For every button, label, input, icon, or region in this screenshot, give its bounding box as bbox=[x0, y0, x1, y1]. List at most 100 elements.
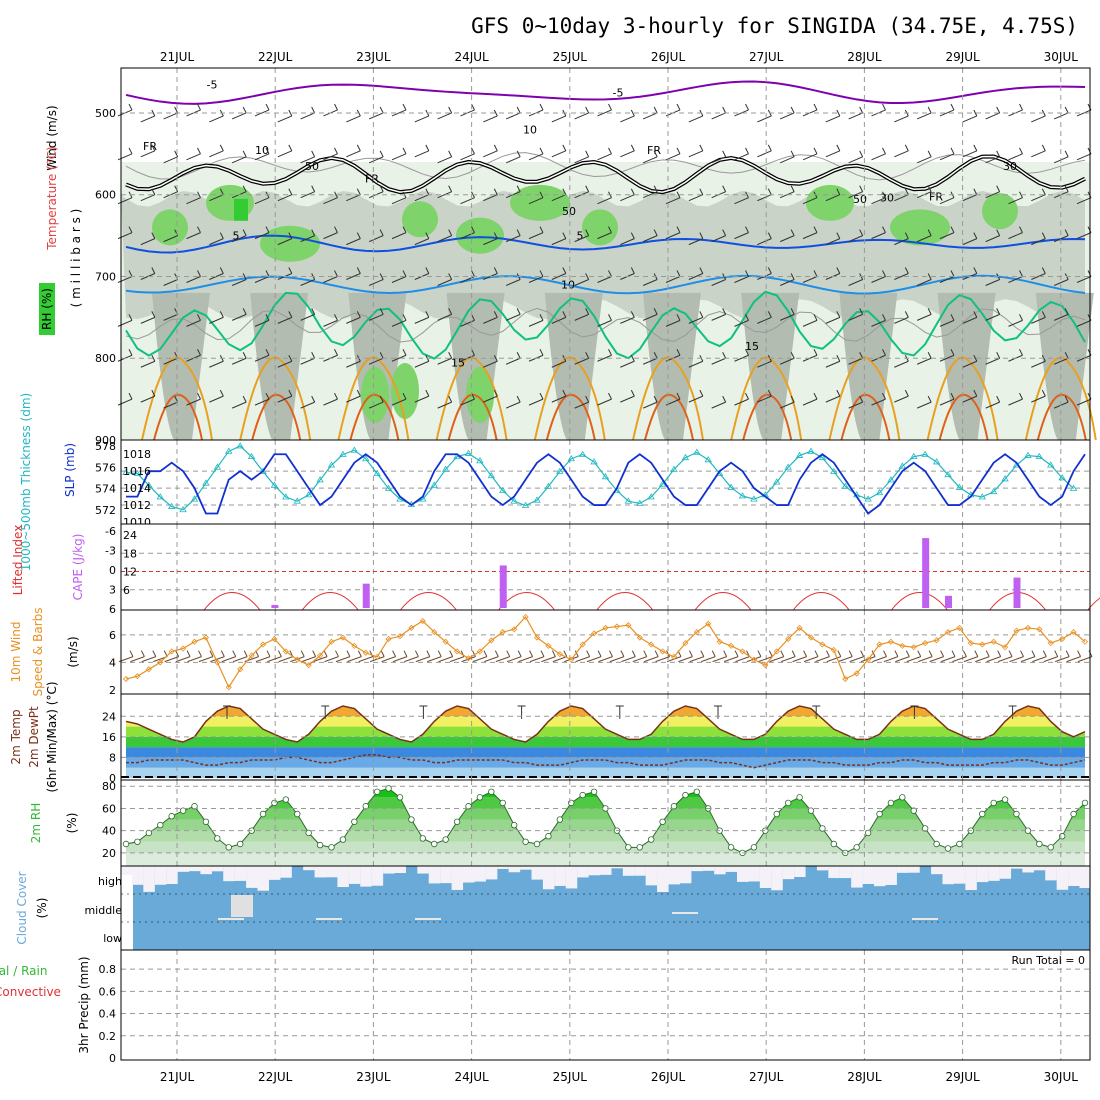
wind-barb bbox=[391, 153, 407, 161]
wind-speed-point bbox=[807, 634, 815, 641]
wind-barb bbox=[574, 313, 589, 321]
rh-point bbox=[853, 844, 860, 851]
rh-tick: 60 bbox=[102, 802, 116, 815]
wind-barb bbox=[894, 150, 909, 158]
wind-barb bbox=[916, 279, 932, 286]
wind-barb-10m-flag bbox=[700, 650, 705, 657]
wind-barb-10m-flag bbox=[768, 650, 773, 657]
wind-barb-flag bbox=[493, 232, 498, 239]
thickness-point bbox=[316, 476, 324, 483]
cloud-gap bbox=[988, 866, 1000, 881]
wind-barb-10m-flag bbox=[140, 650, 145, 657]
run-total: Run Total = 0 bbox=[1012, 954, 1086, 967]
wind-barb-10m bbox=[278, 656, 294, 663]
cloud-mid-gap-thin bbox=[218, 918, 244, 920]
wind-barb bbox=[483, 150, 498, 158]
wind-barb-flag bbox=[448, 106, 453, 114]
wind-barb bbox=[368, 401, 384, 409]
wind-speed-point bbox=[933, 637, 940, 644]
wind-speed-point bbox=[842, 675, 849, 683]
wind-barb bbox=[460, 398, 475, 406]
temp-contour-25 bbox=[742, 393, 793, 441]
wind-barb-flag bbox=[356, 188, 361, 195]
wind-barb-flag bbox=[219, 311, 224, 318]
li-tick: 3 bbox=[109, 584, 116, 597]
wind-barb-flag bbox=[882, 349, 886, 356]
wind-barb-flag bbox=[585, 395, 590, 403]
cloud-gap bbox=[794, 866, 806, 878]
rh-point bbox=[339, 836, 347, 843]
wind-barb-10m-flag bbox=[586, 650, 591, 657]
wind-barb-flag bbox=[493, 355, 498, 362]
wind-barb-flag bbox=[813, 314, 818, 321]
rh-shade-green bbox=[582, 209, 618, 246]
thickness-point bbox=[213, 463, 222, 470]
thickness-point bbox=[499, 486, 507, 494]
cape-bar bbox=[499, 565, 507, 608]
ylabel-2m-temp: 2m Temp bbox=[9, 709, 23, 764]
wind-barb-flag bbox=[653, 395, 658, 403]
wind-barb bbox=[323, 197, 338, 205]
wind-barb-10m-flag bbox=[209, 650, 214, 657]
wind-barb-flag bbox=[402, 349, 407, 356]
ylabel-2m-rh: 2m RH bbox=[29, 803, 43, 844]
rh-point bbox=[979, 810, 986, 818]
thickness-point bbox=[1058, 474, 1066, 481]
wind-speed-point bbox=[545, 642, 552, 649]
wind-barb-flag bbox=[767, 144, 772, 152]
cloud-gap bbox=[520, 866, 532, 870]
contour-label: FR bbox=[365, 172, 379, 185]
wind-barb-flag bbox=[722, 106, 727, 114]
wind-barb bbox=[894, 194, 909, 202]
wind-speed-point bbox=[511, 626, 518, 633]
rh-point bbox=[556, 816, 564, 823]
wind-barb-flag bbox=[379, 352, 384, 359]
cloud-gap bbox=[1079, 866, 1091, 888]
wind-barb bbox=[483, 194, 498, 202]
wind-barb bbox=[140, 150, 156, 158]
wind-barb-flag bbox=[539, 314, 544, 321]
wind-barb-flag bbox=[996, 308, 1001, 315]
wind-speed-point bbox=[294, 656, 301, 663]
wind-barb-flag bbox=[379, 106, 384, 114]
cloud-panel: Cloud Cover (%) high middle low bbox=[15, 865, 1091, 951]
wind-tick: 6 bbox=[109, 629, 116, 642]
thickness-point bbox=[818, 453, 827, 461]
wind-speed-point bbox=[659, 648, 666, 655]
wind-speed-point bbox=[967, 640, 974, 647]
wind-barb-flag bbox=[722, 395, 727, 403]
wind-speed-point bbox=[271, 635, 278, 643]
wind-barb-flag bbox=[288, 389, 293, 397]
wind-barb-flag bbox=[653, 106, 658, 114]
wind-speed-point bbox=[591, 630, 598, 637]
wind-barb bbox=[734, 197, 749, 205]
rh-point bbox=[373, 788, 381, 795]
wind-barb bbox=[300, 112, 315, 120]
wind-barb bbox=[346, 360, 361, 368]
wind-barb bbox=[277, 115, 293, 123]
wind-barb-flag bbox=[448, 273, 453, 280]
wind-barb-flag bbox=[927, 308, 932, 315]
wind-barb bbox=[939, 398, 955, 406]
temp-contour-25 bbox=[938, 393, 989, 441]
wind-barb bbox=[1076, 197, 1092, 205]
cloud-gap bbox=[782, 866, 795, 880]
wind-barb bbox=[962, 194, 978, 202]
thickness-point bbox=[510, 497, 518, 504]
cloud-mid-gap-thin bbox=[316, 918, 342, 920]
wind-barb bbox=[916, 112, 932, 120]
wind-barb-flag bbox=[904, 267, 909, 274]
rh-point bbox=[807, 807, 815, 814]
thickness-point bbox=[464, 449, 473, 456]
ylabel-precip-convective: Convective bbox=[0, 985, 61, 999]
thickness-point bbox=[350, 446, 359, 453]
wind-barb-flag bbox=[197, 147, 201, 155]
wind-barb-flag bbox=[402, 392, 407, 400]
cloud-gap bbox=[326, 866, 338, 878]
thickness-point bbox=[955, 483, 964, 490]
thickness-point bbox=[1001, 475, 1009, 482]
wind-barb bbox=[437, 235, 452, 243]
cloud-gap bbox=[622, 866, 635, 876]
wind-barb bbox=[460, 197, 475, 205]
wind-barb-flag bbox=[790, 395, 795, 403]
